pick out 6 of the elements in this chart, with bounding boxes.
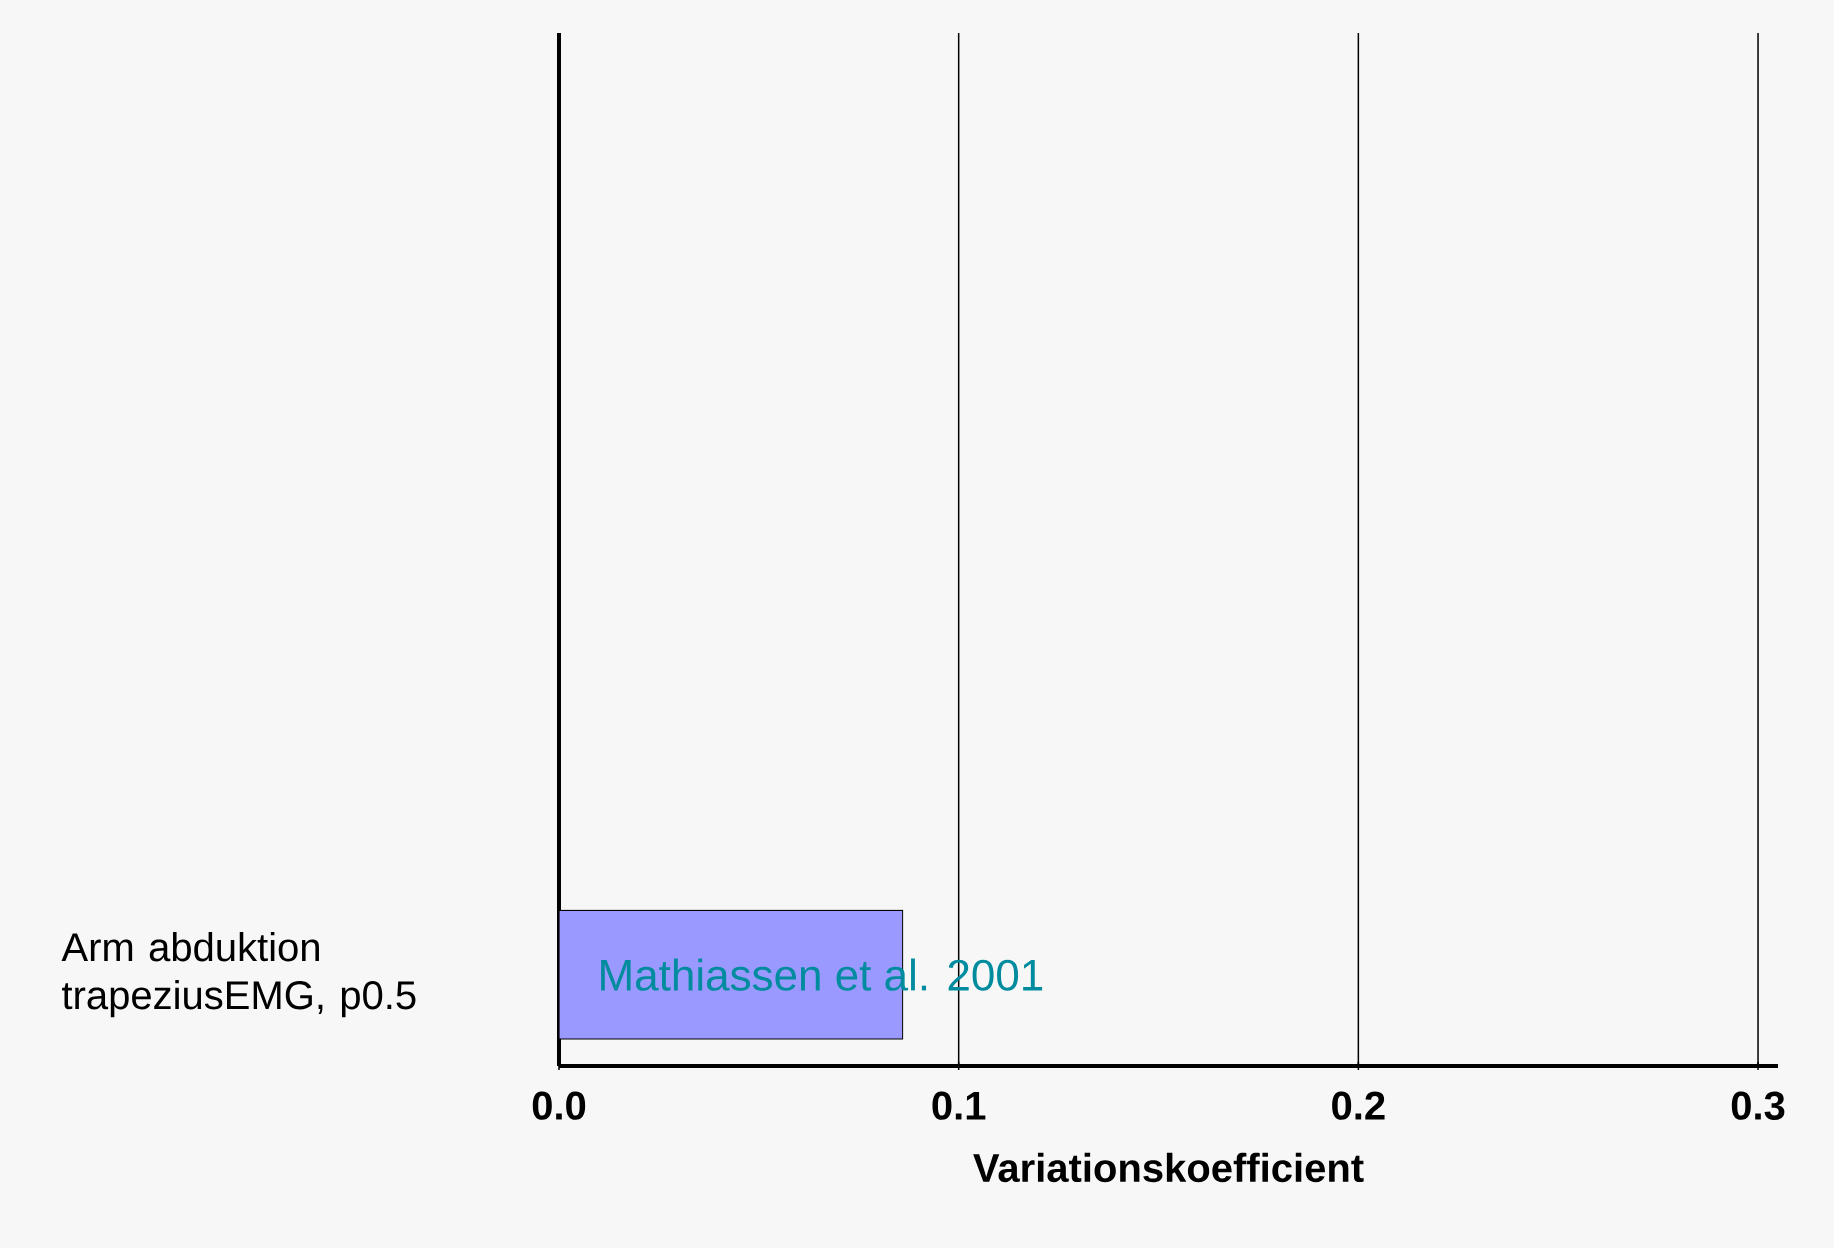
x-tick-label: 0.2 [1332, 1091, 1385, 1120]
x-axis-title: Variationskoefficient [973, 1152, 1364, 1183]
x-tick-label: 0.3 [1731, 1091, 1785, 1120]
y-tick-label: Arm abduktion trapeziusEMG, p0.5 [61, 932, 416, 1018]
x-tick-label: 0.1 [932, 1091, 986, 1120]
x-tick-label: 0.0 [532, 1091, 586, 1120]
